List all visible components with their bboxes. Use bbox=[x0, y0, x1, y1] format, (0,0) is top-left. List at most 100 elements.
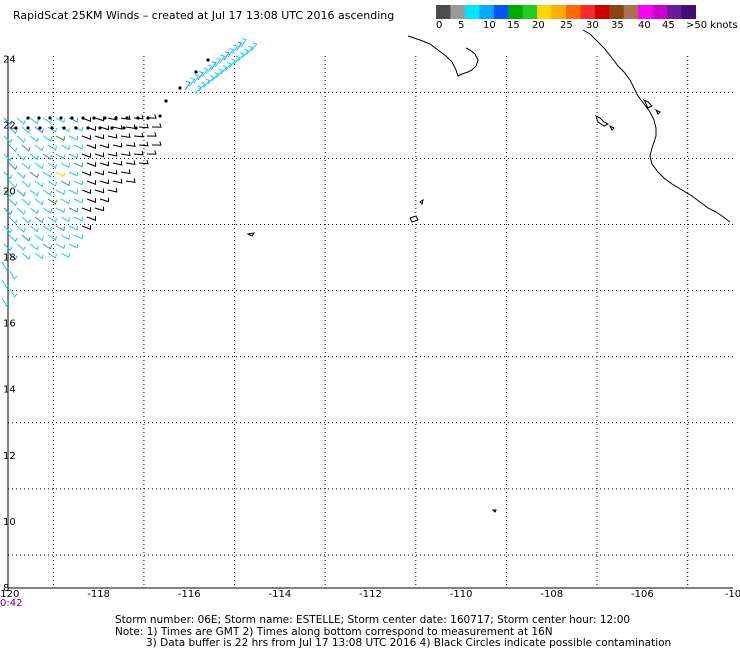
colorbar-segment bbox=[436, 5, 451, 19]
wind-barb bbox=[1, 279, 10, 289]
wind-barb bbox=[3, 135, 13, 144]
latitude-label: 8 bbox=[3, 583, 9, 594]
wind-barb bbox=[55, 207, 66, 214]
wind-barb bbox=[3, 117, 13, 126]
wind-barb bbox=[99, 197, 110, 203]
wind-barb bbox=[99, 125, 110, 131]
wind-barb bbox=[210, 61, 217, 71]
wind-barb bbox=[151, 123, 162, 128]
colorbar-segment bbox=[566, 5, 581, 19]
colorbar-segment bbox=[594, 5, 610, 19]
wind-barb bbox=[42, 189, 53, 196]
wind-barb bbox=[8, 162, 18, 171]
wind-barb bbox=[206, 64, 213, 74]
wind-barb bbox=[73, 162, 84, 168]
wind-barb bbox=[55, 171, 66, 178]
wind-barb bbox=[81, 207, 92, 212]
contamination-circle bbox=[136, 116, 140, 120]
wind-barb bbox=[203, 78, 211, 88]
wind-barb bbox=[47, 198, 58, 205]
wind-barb bbox=[68, 153, 79, 159]
colorbar-segment bbox=[450, 5, 466, 19]
wind-barb bbox=[68, 243, 79, 249]
wind-barb bbox=[9, 288, 18, 298]
wind-barb bbox=[42, 225, 53, 232]
wind-barb bbox=[120, 133, 131, 139]
wind-barb bbox=[125, 178, 136, 184]
longitude-label: -112 bbox=[359, 589, 382, 600]
coastline bbox=[246, 29, 731, 513]
wind-barb bbox=[47, 126, 58, 133]
wind-barb bbox=[3, 207, 13, 216]
contamination-circle bbox=[26, 126, 30, 130]
wind-barb bbox=[47, 234, 58, 241]
wind-barb bbox=[138, 123, 149, 129]
colorbar-segment bbox=[522, 5, 538, 19]
wind-barb bbox=[214, 57, 222, 68]
latitude-label: 10 bbox=[3, 517, 16, 528]
wind-barb bbox=[81, 135, 92, 140]
wind-barb bbox=[151, 141, 162, 146]
contamination-circle bbox=[122, 126, 126, 130]
wind-barb bbox=[73, 180, 84, 186]
wind-barb bbox=[197, 71, 204, 81]
colorbar-segment bbox=[537, 5, 553, 19]
wind-barbs bbox=[1, 38, 258, 307]
wind-barb bbox=[34, 234, 44, 242]
wind-barb bbox=[34, 252, 44, 260]
contamination-circle bbox=[59, 116, 63, 120]
wind-barb bbox=[55, 243, 66, 250]
wind-barb bbox=[240, 38, 247, 48]
wind-barb bbox=[42, 117, 53, 124]
wind-barb bbox=[3, 225, 13, 234]
longitude-label: -108 bbox=[540, 589, 563, 600]
contamination-circle bbox=[134, 126, 138, 130]
colorbar-segment bbox=[667, 5, 683, 19]
wind-barb bbox=[29, 243, 39, 251]
wind-barb bbox=[125, 160, 136, 166]
wind-barb bbox=[112, 178, 123, 184]
wind-barb bbox=[107, 169, 118, 175]
wind-barb bbox=[216, 68, 224, 78]
wind-barb bbox=[8, 198, 18, 207]
wind-barb bbox=[29, 207, 39, 215]
wind-barb bbox=[29, 225, 39, 233]
contamination-circle bbox=[74, 126, 78, 130]
wind-barb bbox=[42, 171, 53, 178]
wind-barb bbox=[21, 162, 31, 170]
wind-barb bbox=[94, 152, 105, 158]
wind-barb bbox=[60, 216, 71, 223]
wind-barb bbox=[224, 62, 232, 72]
wind-barb bbox=[42, 243, 53, 250]
latitude-labels: 24 22 20 18 16 14 12 10 8 bbox=[3, 54, 16, 594]
wind-barb bbox=[29, 171, 39, 179]
wind-barb bbox=[55, 135, 66, 142]
latitude-label: 20 bbox=[3, 186, 16, 197]
wind-barb bbox=[120, 169, 131, 175]
wind-barb bbox=[86, 198, 97, 203]
contamination-circle bbox=[62, 126, 66, 130]
contamination-circle bbox=[86, 126, 90, 130]
colorbar-segment bbox=[623, 5, 639, 19]
wind-barb bbox=[86, 126, 97, 131]
wind-barb bbox=[73, 144, 84, 150]
contamination-circle bbox=[50, 126, 54, 130]
wind-barb bbox=[120, 115, 131, 121]
contamination-circle bbox=[158, 114, 162, 118]
colorbar-segment bbox=[580, 5, 596, 19]
wind-barb bbox=[3, 189, 13, 198]
colorbar-segment bbox=[681, 5, 696, 19]
wind-barb bbox=[68, 135, 79, 141]
contamination-circle bbox=[125, 116, 129, 120]
time-label: 0:42 bbox=[0, 598, 23, 609]
wind-barb bbox=[60, 234, 71, 241]
revillagigedo-island bbox=[409, 198, 424, 223]
wind-barb bbox=[94, 188, 105, 194]
map-title: RapidScat 25KM Winds – created at Jul 17… bbox=[13, 9, 395, 22]
colorbar-segment bbox=[508, 5, 524, 19]
wind-barb bbox=[3, 171, 13, 180]
wind-barb bbox=[227, 48, 234, 58]
wind-barb bbox=[220, 65, 228, 75]
latitude-label: 16 bbox=[3, 319, 16, 330]
